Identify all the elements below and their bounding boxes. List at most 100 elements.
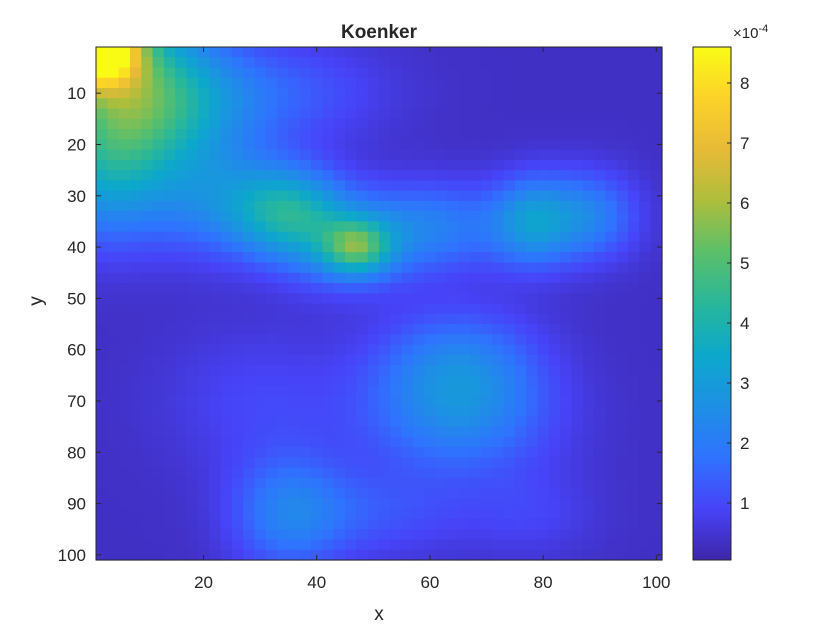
heatmap-cell (537, 385, 550, 397)
heatmap-cell (277, 88, 290, 99)
heatmap-cell (152, 426, 165, 438)
heatmap-cell (356, 375, 369, 387)
heatmap-cell (367, 354, 380, 366)
heatmap-cell (265, 159, 278, 171)
heatmap-cell (582, 159, 595, 171)
heatmap-cell (175, 313, 188, 325)
heatmap-cell (537, 375, 550, 387)
heatmap-cell (469, 272, 482, 284)
heatmap-cell (175, 457, 188, 469)
heatmap-cell (197, 293, 210, 305)
heatmap-cell (424, 180, 437, 192)
heatmap-cell (492, 406, 505, 417)
heatmap-cell (571, 395, 584, 407)
heatmap-cell (424, 406, 437, 417)
heatmap-cell (435, 108, 448, 120)
heatmap-cell (616, 67, 629, 79)
heatmap-cell (141, 549, 154, 561)
heatmap-cell (96, 529, 108, 541)
heatmap-cell (560, 108, 573, 120)
heatmap-cell (96, 262, 108, 274)
heatmap-cell (96, 344, 108, 356)
heatmap-cell (514, 231, 527, 243)
heatmap-cell (605, 293, 618, 305)
heatmap-cell (288, 518, 301, 530)
heatmap-cell (277, 467, 290, 479)
heatmap-cell (220, 508, 233, 520)
heatmap-cell (356, 108, 369, 120)
heatmap-cell (390, 395, 403, 407)
colorbar-tick-label: 5 (740, 254, 749, 273)
heatmap-cell (514, 477, 527, 489)
heatmap-cell (322, 539, 335, 551)
heatmap-cell (424, 313, 437, 325)
heatmap-cell (424, 159, 437, 171)
heatmap-cell (571, 416, 584, 428)
heatmap-cell (560, 375, 573, 387)
heatmap-cell (424, 416, 437, 428)
heatmap-cell (548, 118, 561, 130)
heatmap-cell (107, 416, 120, 428)
heatmap-cell (379, 252, 391, 264)
heatmap-cell (390, 416, 403, 428)
heatmap-cell (277, 406, 290, 417)
colorbar-tick-label: 3 (740, 374, 749, 393)
heatmap-cell (379, 159, 391, 171)
heatmap-cell (186, 477, 199, 489)
heatmap-cell (571, 180, 584, 192)
heatmap-cell (152, 159, 165, 171)
heatmap-cell (412, 108, 425, 120)
heatmap-cell (186, 241, 199, 253)
heatmap-cell (254, 272, 267, 284)
heatmap-cell (129, 252, 142, 264)
heatmap-cell (107, 498, 120, 510)
heatmap-cell (322, 324, 335, 335)
heatmap-cell (345, 467, 357, 479)
heatmap-cell (492, 395, 505, 407)
heatmap-cell (197, 354, 210, 366)
heatmap-cell (96, 416, 108, 428)
heatmap-cell (277, 385, 290, 397)
heatmap-cell (560, 539, 573, 551)
heatmap-cell (322, 375, 335, 387)
heatmap-cell (560, 354, 573, 366)
heatmap-cell (197, 447, 210, 458)
heatmap-cell (367, 426, 380, 438)
heatmap-cell (152, 313, 165, 325)
heatmap-cell (480, 365, 493, 376)
heatmap-cell (424, 211, 437, 223)
heatmap-cell (277, 241, 290, 253)
heatmap-cell (243, 529, 256, 541)
heatmap-cell (379, 241, 391, 253)
heatmap-cell (514, 47, 527, 58)
heatmap-cell (311, 221, 323, 233)
heatmap-cell (390, 88, 403, 99)
heatmap-cell (231, 252, 244, 264)
heatmap-cell (322, 436, 335, 448)
heatmap-cell (582, 467, 595, 479)
heatmap-cell (141, 375, 154, 387)
heatmap-cell (186, 529, 199, 541)
heatmap-cell (322, 190, 335, 202)
heatmap-cell (107, 436, 120, 448)
heatmap-cell (616, 488, 629, 500)
heatmap-cell (492, 477, 505, 489)
heatmap-cell (537, 293, 550, 305)
heatmap-cell (118, 334, 131, 346)
heatmap-cell (628, 118, 640, 130)
heatmap-cell (322, 549, 335, 561)
heatmap-cell (141, 324, 154, 335)
heatmap-cell (288, 375, 301, 387)
heatmap-cell (356, 436, 369, 448)
heatmap-cell (152, 344, 165, 356)
heatmap-cell (367, 190, 380, 202)
heatmap-cell (492, 467, 505, 479)
heatmap-cell (175, 549, 188, 561)
heatmap-cell (118, 539, 131, 551)
heatmap-cell (401, 375, 414, 387)
heatmap-cell (311, 170, 323, 181)
heatmap-cell (254, 498, 267, 510)
heatmap-cell (265, 180, 278, 192)
heatmap-cell (469, 57, 482, 69)
heatmap-cell (197, 67, 210, 79)
